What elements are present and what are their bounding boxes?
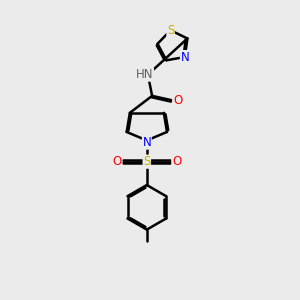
- Text: O: O: [112, 155, 122, 168]
- Text: O: O: [172, 155, 181, 168]
- Text: S: S: [167, 24, 174, 37]
- Text: N: N: [180, 50, 189, 64]
- Text: HN: HN: [136, 68, 153, 81]
- Text: O: O: [173, 94, 182, 106]
- Text: N: N: [142, 136, 151, 149]
- Text: S: S: [143, 155, 151, 168]
